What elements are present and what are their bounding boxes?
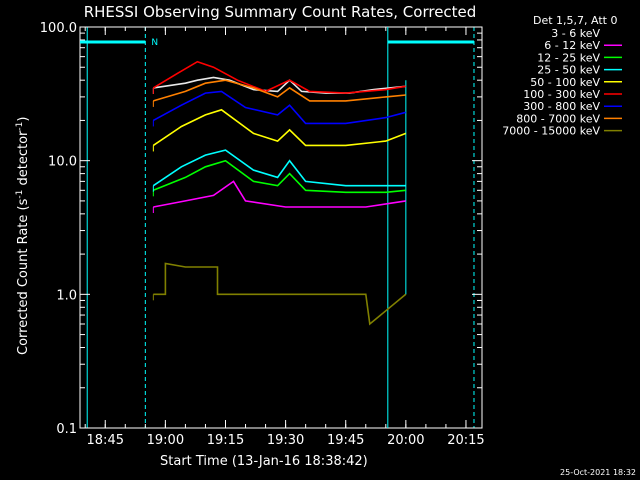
legend-entry-label: 100 - 300 keV — [523, 88, 600, 101]
y-axis-label-part3: ) — [16, 117, 31, 122]
night-label: N — [151, 38, 158, 48]
y-tick-label: 0.1 — [56, 422, 77, 437]
y-axis-label-sup1: -1 — [15, 190, 25, 199]
legend-entry-label: 6 - 12 keV — [544, 39, 600, 52]
night-bars: N — [80, 27, 475, 428]
y-tick-label: 1.0 — [56, 288, 77, 303]
y-axis-ticks: 100.0 10.0 1.0 0.1 — [40, 21, 482, 437]
legend-entry-label: 50 - 100 keV — [530, 76, 600, 89]
y-axis-label-part2: detector — [16, 130, 31, 190]
legend-entry-label: 12 - 25 keV — [537, 51, 600, 64]
x-tick-label: 19:45 — [327, 433, 364, 448]
x-tick-label: 19:00 — [147, 433, 184, 448]
x-axis-ticks: 18:45 19:00 19:15 19:30 19:45 20:00 20:15 — [84, 27, 485, 448]
y-axis-label-part1: Corrected Count Rate (s — [16, 198, 31, 355]
plot-frame — [79, 26, 483, 429]
y-axis-label: Corrected Count Rate (s-1 detector-1) — [15, 117, 31, 355]
y-tick-label: 10.0 — [48, 155, 77, 170]
series-line — [153, 159, 406, 194]
x-tick-label: 20:00 — [387, 433, 424, 448]
chart-title: RHESSI Observing Summary Count Rates, Co… — [84, 3, 477, 21]
series-line — [153, 262, 407, 326]
legend-entry-label: 800 - 7000 keV — [516, 112, 600, 125]
legend-entry-label: 25 - 50 keV — [537, 64, 600, 77]
series-line — [152, 149, 406, 187]
series-line — [153, 76, 406, 94]
legend-entry-label: 3 - 6 keV — [551, 27, 600, 40]
timestamp-label: 25-Oct-2021 18:32 — [560, 468, 636, 477]
x-tick-label: 18:45 — [87, 433, 124, 448]
series-line — [152, 108, 407, 147]
legend-entry-label: 7000 - 15000 keV — [502, 125, 600, 138]
series-line — [153, 180, 406, 208]
x-tick-label: 19:30 — [267, 433, 304, 448]
series-line — [152, 90, 407, 125]
y-tick-label: 100.0 — [40, 21, 77, 36]
series-line — [152, 60, 406, 94]
x-tick-label: 19:15 — [207, 433, 244, 448]
x-tick-label: 20:15 — [447, 433, 484, 448]
y-axis-label-sup2: -1 — [15, 122, 25, 131]
series-line — [153, 79, 406, 102]
x-axis-label: Start Time (13-Jan-16 18:38:42) — [160, 454, 368, 469]
legend-header: Det 1,5,7, Att 0 — [533, 14, 617, 27]
series-layer — [152, 60, 407, 326]
legend-entry-label: 300 - 800 keV — [523, 100, 600, 113]
plot-area — [79, 26, 483, 429]
